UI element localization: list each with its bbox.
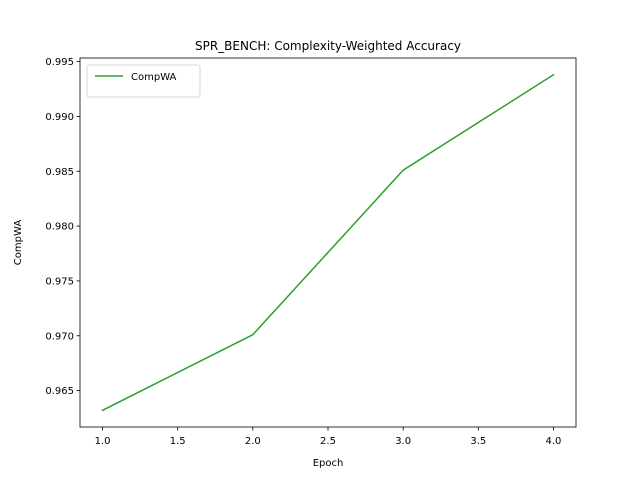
y-tick-label: 0.985 [45, 167, 74, 178]
y-tick-label: 0.970 [45, 331, 74, 342]
y-tick-label: 0.975 [45, 276, 74, 287]
x-tick-label: 3.5 [470, 436, 486, 447]
y-tick-label: 0.990 [45, 112, 74, 123]
x-tick-label: 1.5 [170, 436, 186, 447]
y-tick-label: 0.980 [45, 222, 74, 233]
legend: CompWA [86, 64, 201, 98]
x-tick-label: 3.0 [395, 436, 411, 447]
plot-area [101, 73, 555, 412]
x-tick-label: 1.0 [95, 436, 111, 447]
legend-label: CompWA [131, 72, 177, 83]
chart-title: SPR_BENCH: Complexity-Weighted Accuracy [195, 39, 461, 53]
x-tick-label: 4.0 [546, 436, 562, 447]
y-axis-label: CompWA [13, 220, 24, 266]
y-tick-label: 0.965 [45, 386, 74, 397]
legend-box [86, 64, 201, 98]
axis-ticks: 1.0 1.5 2.0 2.5 3.0 3.5 4.0 0.965 0.970 0.975 0.98… [45, 57, 561, 447]
x-tick-label: 2.5 [320, 436, 336, 447]
series-line-compwa [101, 73, 555, 412]
x-axis-label: Epoch [313, 458, 344, 469]
x-tick-label: 2.0 [245, 436, 261, 447]
y-tick-label: 0.995 [45, 57, 74, 68]
